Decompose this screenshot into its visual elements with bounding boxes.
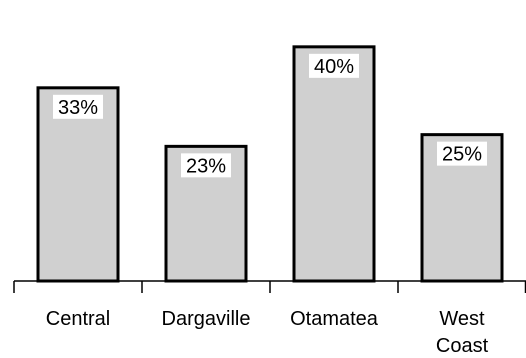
bar-otamatea (292, 45, 376, 283)
x-tick-label-central: Central (46, 308, 110, 330)
bar-central (36, 86, 120, 283)
x-tick-label-dargaville: Dargaville (162, 308, 251, 330)
data-label-central: 33% (58, 97, 98, 119)
data-label-west-coast: 25% (442, 144, 482, 166)
x-tick-label-line: Central (46, 308, 110, 330)
bars-group (36, 45, 504, 283)
x-tick-label-line: Otamatea (290, 308, 379, 330)
data-label-dargaville: 23% (186, 155, 226, 177)
data-label-box-west-coast (437, 141, 487, 166)
data-label-box-central (53, 94, 103, 119)
data-labels-group: 33% 23% 40% 25% (53, 53, 487, 178)
x-tick-label-line: West (439, 308, 485, 330)
data-label-box-otamatea (309, 53, 359, 78)
x-tick-label-west-coast: West Coast (436, 308, 489, 357)
data-label-otamatea: 40% (314, 56, 354, 78)
x-tick-label-otamatea: Otamatea (290, 308, 379, 330)
x-tick-label-line: Coast (436, 335, 489, 357)
x-axis-ticks (13, 281, 526, 293)
x-tick-label-line: Dargaville (162, 308, 251, 330)
data-label-box-dargaville (181, 153, 231, 178)
x-axis-labels: Central Dargaville Otamatea West Coast (46, 308, 489, 357)
